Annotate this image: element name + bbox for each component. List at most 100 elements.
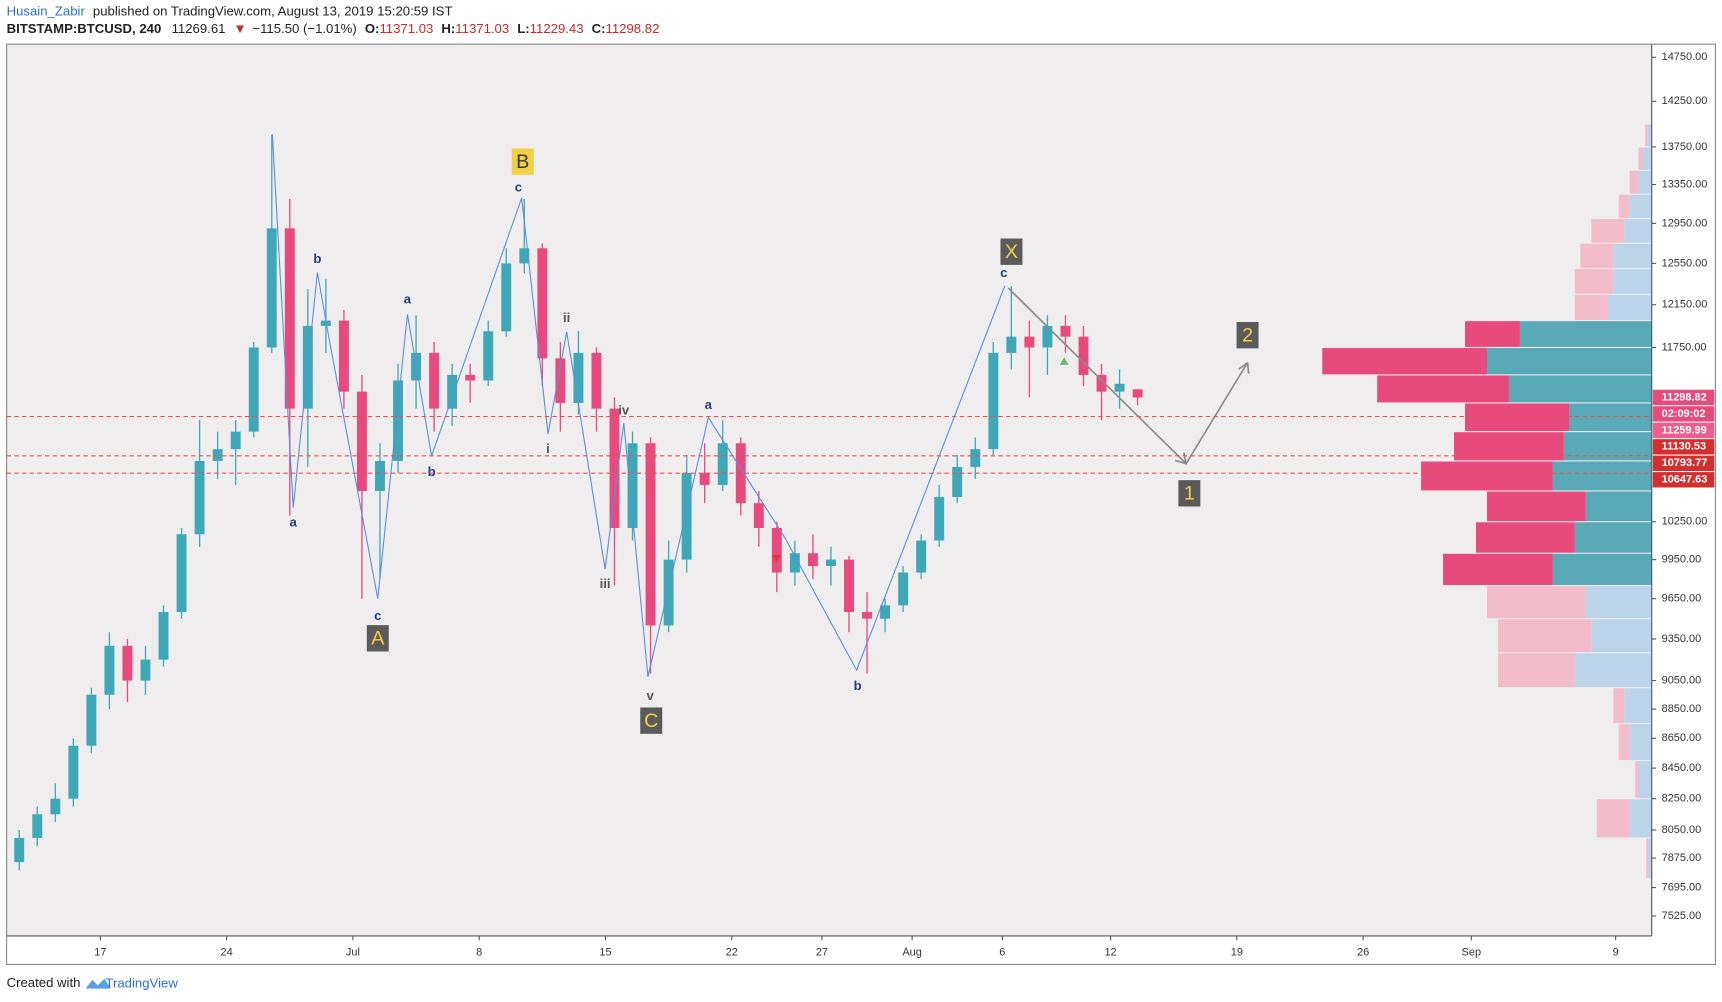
candle-body — [1096, 374, 1107, 392]
candle-body — [356, 391, 367, 491]
price-label: 10647.63 — [1662, 474, 1708, 486]
y-tick-label: 13350.00 — [1662, 178, 1708, 190]
candle-body — [519, 248, 530, 264]
profile-down — [1638, 147, 1643, 170]
c-label: C: — [592, 21, 606, 36]
price-label: 10793.77 — [1662, 457, 1708, 469]
x-tick-label: 8 — [476, 946, 482, 958]
x-tick-label: 17 — [94, 946, 106, 958]
wave-label: iv — [618, 402, 630, 417]
wave-label: i — [546, 441, 550, 456]
wave-label: 1 — [1184, 483, 1195, 505]
published: published on TradingView.com, August 13,… — [93, 4, 453, 19]
wave-label: iii — [600, 576, 611, 591]
x-tick-label: 12 — [1104, 946, 1116, 958]
profile-up — [1642, 147, 1652, 170]
profile-up — [1519, 321, 1652, 347]
y-tick-label: 8050.00 — [1662, 824, 1702, 836]
c: 11298.82 — [606, 21, 660, 36]
candle-body — [681, 472, 692, 560]
x-tick-label: 24 — [221, 946, 233, 958]
candle-body — [609, 408, 620, 528]
profile-up — [1613, 243, 1652, 268]
x-tick-label: 27 — [816, 946, 828, 958]
wave-label: A — [371, 628, 385, 650]
wave-box — [511, 148, 534, 175]
profile-up — [1574, 653, 1652, 688]
plot-background — [6, 44, 1652, 936]
profile-up — [1629, 194, 1652, 218]
volume-profile — [1322, 124, 1652, 878]
profile-up — [1629, 799, 1652, 838]
y-tick-label: 14250.00 — [1662, 95, 1708, 107]
profile-up — [1607, 294, 1652, 321]
candle-body — [591, 352, 602, 409]
candle-body — [1006, 336, 1017, 353]
h: 11371.03 — [455, 21, 509, 36]
price-label-bg — [1652, 455, 1715, 472]
profile-down — [1618, 724, 1630, 761]
wave-line — [271, 134, 1006, 677]
wave-box — [1178, 480, 1201, 507]
price-label-bg — [1652, 389, 1715, 406]
y-tick-label: 14750.00 — [1662, 51, 1708, 63]
symbol: BITSTAMP:BTCUSD, 240 — [7, 21, 162, 36]
wave-label: C — [644, 710, 658, 732]
wave-label: a — [404, 292, 412, 307]
candle-body — [375, 460, 385, 491]
candle-body — [14, 837, 25, 863]
candle-body — [825, 559, 836, 567]
candle-body — [176, 534, 187, 612]
profile-down — [1574, 294, 1608, 321]
y-tick-label: 9050.00 — [1662, 675, 1702, 687]
x-tick-label: 9 — [1613, 946, 1619, 958]
profile-down — [1476, 522, 1575, 553]
profile-down — [1421, 461, 1553, 491]
x-tick-label: 22 — [726, 946, 738, 958]
candle-body — [1060, 325, 1071, 337]
y-tick-label: 8850.00 — [1662, 703, 1702, 715]
profile-up — [1552, 553, 1652, 585]
y-tick-label: 13750.00 — [1662, 141, 1708, 153]
wave-label: b — [313, 251, 321, 266]
candle-body — [952, 466, 963, 498]
profile-up — [1638, 761, 1652, 799]
wave-label: a — [290, 514, 298, 529]
author[interactable]: Husain_Zabir — [7, 4, 86, 19]
price-label-bg — [1652, 406, 1715, 422]
candle-body — [429, 352, 440, 409]
candle-body — [916, 540, 927, 573]
wave-label: B — [516, 151, 529, 173]
y-tick-label: 11750.00 — [1662, 341, 1707, 353]
wave-label: c — [374, 608, 381, 623]
candle-body — [789, 553, 800, 573]
arrow-heads — [1174, 361, 1250, 465]
wave-box — [1236, 321, 1259, 349]
wave-box — [640, 707, 663, 734]
profile-up — [1591, 619, 1652, 653]
candle-body — [753, 503, 764, 528]
candle-body — [212, 449, 223, 461]
candle-body — [1024, 336, 1035, 348]
candle-body — [970, 449, 981, 467]
brand[interactable]: TradingView — [105, 976, 178, 991]
y-tick-label: 12150.00 — [1662, 299, 1708, 311]
candle-body — [880, 605, 891, 619]
candle-body — [844, 559, 854, 612]
x-tick-label: Sep — [1462, 946, 1482, 958]
candle-body — [122, 645, 133, 681]
x-tick-label: 26 — [1357, 946, 1369, 958]
profile-down — [1613, 688, 1625, 724]
price-label-bg — [1652, 472, 1715, 488]
x-tick-label: 15 — [599, 946, 611, 958]
footer: Created with — [7, 976, 81, 991]
wave-label: b — [428, 464, 436, 479]
candle-body — [555, 358, 566, 403]
candle-body — [447, 374, 458, 409]
y-tick-label: 9950.00 — [1662, 554, 1702, 566]
candle-body — [934, 497, 945, 541]
profile-up — [1638, 170, 1652, 194]
candle-body — [32, 814, 43, 838]
candle-body — [338, 320, 349, 392]
y-tick-label: 12550.00 — [1662, 257, 1708, 269]
